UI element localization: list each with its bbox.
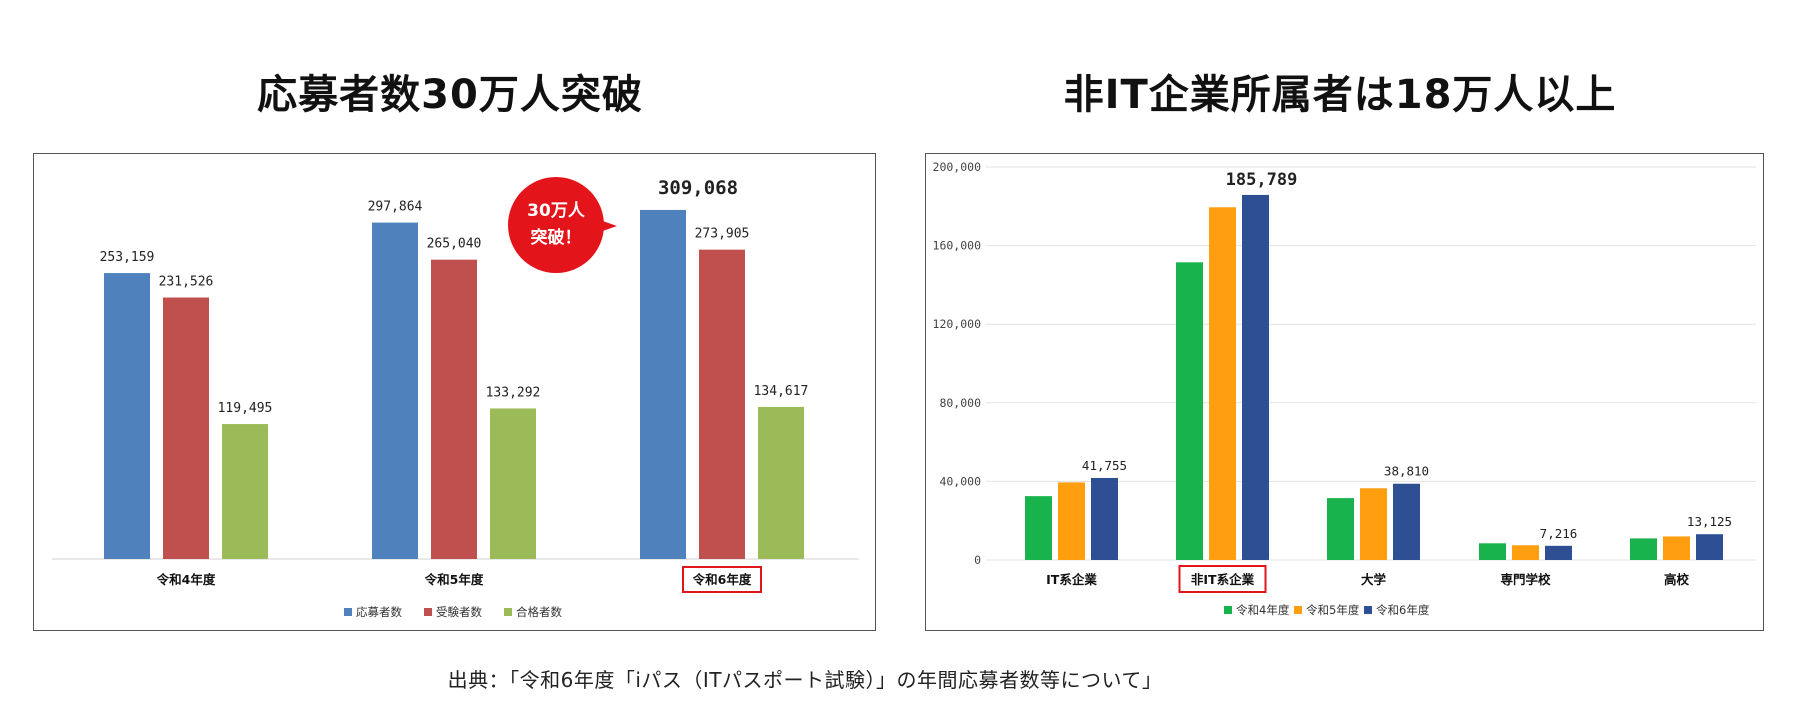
y-tick-label-5: 160,000 (933, 239, 982, 253)
bar-2-1 (1058, 482, 1085, 560)
bar-2-5 (1663, 536, 1690, 560)
bar-2-3 (1360, 488, 1387, 560)
legend-swatch-1 (344, 608, 352, 616)
right-chart-heading: 非IT企業所属者は18万人以上 (1063, 72, 1617, 118)
legend-swatch-3 (504, 608, 512, 616)
bar-1-3 (640, 209, 686, 559)
data-label-3-1: 119,495 (218, 401, 273, 416)
bar-1-3 (1327, 498, 1354, 560)
y-tick-label-2: 40,000 (939, 474, 981, 488)
category-label-2: 令和5年度 (424, 572, 484, 587)
y-tick-label-1: 0 (974, 553, 981, 567)
callout-line-1: 30万人 (527, 201, 585, 221)
data-label-2-3: 273,905 (695, 227, 750, 242)
data-label-3-2: 185,789 (1226, 170, 1298, 190)
legend-swatch-3 (1364, 606, 1372, 614)
data-label-3-3: 134,617 (754, 384, 809, 399)
source-note: 出典：「令和6年度「iパス（ITパスポート試験）」の年間応募者数等について」 (447, 668, 1163, 692)
legend-label-2: 受験者数 (436, 605, 482, 619)
applicants-chart: 253,159 297,864 309,068 231,526 265,040 273,9… (52, 177, 859, 619)
bar-3-1 (1091, 477, 1118, 560)
data-label-3-3: 38,810 (1384, 464, 1429, 479)
data-label-1-1: 253,159 (100, 250, 155, 265)
bar-1-1 (1025, 496, 1052, 560)
data-label-1-2: 297,864 (368, 200, 423, 215)
bar-3-2 (490, 408, 536, 559)
bar-2-3 (699, 249, 745, 559)
bar-2-2 (1209, 207, 1236, 560)
bar-1-4 (1479, 543, 1506, 560)
legend-swatch-1 (1224, 606, 1232, 614)
legend-label-2: 令和5年度 (1306, 603, 1360, 617)
data-label-3-2: 133,292 (486, 385, 541, 400)
data-label-3-4: 7,216 (1540, 526, 1578, 541)
highlight-box (1178, 565, 1267, 593)
category-label-1: IT系企業 (1046, 572, 1097, 587)
bar-2-2 (431, 259, 477, 559)
callout-line-2: 突破！ (530, 228, 582, 248)
bar-1-2 (1176, 262, 1203, 560)
data-label-2-2: 265,040 (427, 237, 482, 252)
left-chart-heading: 応募者数30万人突破 (257, 72, 643, 118)
bar-3-5 (1696, 534, 1723, 560)
bar-3-3 (758, 406, 804, 559)
category-label-4: 専門学校 (1500, 572, 1551, 587)
category-label-1: 令和4年度 (156, 572, 216, 587)
affiliation-chart-panel: 0 40,000 80,000 120,000 160,000 200,000 41,755… (925, 153, 1764, 631)
bar-1-5 (1630, 538, 1657, 560)
bar-3-2 (1242, 194, 1269, 560)
legend-label-1: 令和4年度 (1236, 603, 1290, 617)
category-label-3: 令和6年度 (692, 572, 752, 587)
data-label-3-1: 41,755 (1082, 458, 1127, 473)
category-label-5: 高校 (1664, 572, 1690, 587)
category-label-2: 非IT系企業 (1191, 572, 1255, 587)
legend-label-3: 合格者数 (516, 605, 562, 619)
bar-3-3 (1393, 483, 1420, 560)
legend-swatch-2 (1294, 606, 1302, 614)
bar-3-4 (1545, 545, 1572, 560)
affiliation-chart: 0 40,000 80,000 120,000 160,000 200,000 41,755… (933, 160, 1756, 617)
legend-swatch-2 (424, 608, 432, 616)
y-tick-label-6: 200,000 (933, 160, 982, 174)
category-label-3: 大学 (1361, 572, 1387, 587)
bar-1-2 (372, 222, 418, 559)
legend-label-3: 令和6年度 (1376, 603, 1430, 617)
data-label-3-5: 13,125 (1687, 514, 1732, 529)
applicants-chart-panel: 253,159 297,864 309,068 231,526 265,040 273,9… (33, 153, 876, 631)
legend-label-1: 応募者数 (356, 605, 402, 619)
bar-1-1 (104, 273, 150, 559)
highlight-box (682, 566, 762, 593)
data-label-2-1: 231,526 (159, 275, 214, 290)
bar-2-4 (1512, 545, 1539, 560)
bar-3-1 (222, 424, 268, 559)
callout-bubble: 30万人 突破！ (508, 177, 617, 273)
y-tick-label-4: 120,000 (933, 317, 982, 331)
data-label-1-3: 309,068 (658, 177, 738, 199)
bar-2-1 (163, 297, 209, 559)
y-tick-label-3: 80,000 (939, 396, 981, 410)
